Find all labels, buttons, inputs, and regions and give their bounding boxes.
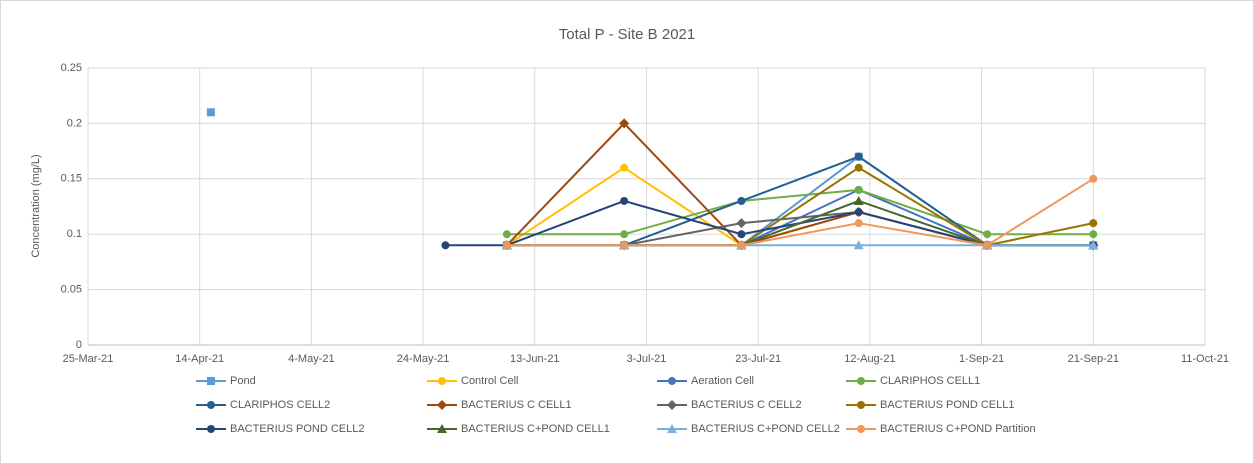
data-point bbox=[854, 185, 863, 194]
data-point bbox=[1089, 219, 1098, 228]
legend-marker bbox=[207, 425, 215, 433]
data-point bbox=[1088, 240, 1099, 250]
data-point bbox=[737, 196, 746, 205]
x-tick-label: 24-May-21 bbox=[397, 353, 450, 365]
data-point bbox=[983, 230, 992, 239]
y-axis-label: Concentration (mg/L) bbox=[30, 154, 42, 257]
data-point bbox=[620, 163, 629, 172]
y-tick-label: 0 bbox=[76, 339, 82, 351]
legend-marker bbox=[437, 424, 447, 433]
x-tick-label: 23-Jul-21 bbox=[735, 353, 781, 365]
y-tick-label: 0.25 bbox=[61, 62, 82, 74]
legend-label: Pond bbox=[230, 375, 256, 387]
x-tick-label: 11-Oct-21 bbox=[1181, 353, 1229, 365]
legend-label: CLARIPHOS CELL1 bbox=[880, 375, 980, 387]
data-point bbox=[854, 219, 863, 228]
y-tick-label: 0.1 bbox=[67, 228, 82, 240]
data-point bbox=[619, 118, 630, 129]
data-point bbox=[620, 230, 629, 239]
legend-marker bbox=[207, 377, 215, 385]
data-point bbox=[854, 208, 863, 217]
data-point bbox=[1089, 174, 1098, 183]
data-point bbox=[206, 108, 215, 117]
x-tick-label: 25-Mar-21 bbox=[63, 353, 114, 365]
data-point bbox=[853, 240, 864, 250]
legend-marker bbox=[207, 401, 215, 409]
y-tick-label: 0.2 bbox=[67, 117, 82, 129]
legend-marker bbox=[667, 424, 677, 433]
legend-marker bbox=[667, 400, 677, 410]
legend-label: BACTERIUS C+POND CELL2 bbox=[691, 423, 840, 435]
legend-marker bbox=[437, 400, 447, 410]
data-point bbox=[737, 241, 746, 250]
data-point bbox=[502, 241, 511, 250]
legend-label: Control Cell bbox=[461, 375, 518, 387]
legend-marker bbox=[857, 425, 865, 433]
y-tick-label: 0.05 bbox=[61, 284, 82, 296]
legend-marker bbox=[668, 377, 676, 385]
legend-label: BACTERIUS C+POND CELL1 bbox=[461, 423, 610, 435]
x-tick-label: 3-Jul-21 bbox=[627, 353, 667, 365]
legend-label: BACTERIUS C CELL2 bbox=[691, 399, 802, 411]
data-point bbox=[1089, 230, 1098, 239]
chart-title: Total P - Site B 2021 bbox=[559, 26, 695, 43]
data-point bbox=[737, 230, 746, 239]
x-tick-label: 14-Apr-21 bbox=[175, 353, 224, 365]
data-point bbox=[441, 241, 450, 250]
data-point bbox=[620, 196, 629, 205]
legend-label: BACTERIUS C+POND Partition bbox=[880, 423, 1036, 435]
legend-marker bbox=[857, 377, 865, 385]
data-point bbox=[853, 195, 864, 205]
x-tick-label: 1-Sep-21 bbox=[959, 353, 1004, 365]
data-point bbox=[736, 218, 747, 229]
x-tick-label: 12-Aug-21 bbox=[844, 353, 895, 365]
series-line bbox=[506, 177, 1094, 247]
legend-marker bbox=[857, 401, 865, 409]
data-point bbox=[983, 241, 992, 250]
data-point bbox=[502, 230, 511, 239]
legend-label: BACTERIUS C CELL1 bbox=[461, 399, 572, 411]
legend-label: BACTERIUS POND CELL1 bbox=[880, 399, 1014, 411]
y-tick-label: 0.15 bbox=[61, 173, 82, 185]
legend-label: BACTERIUS POND CELL2 bbox=[230, 423, 364, 435]
legend-label: CLARIPHOS CELL2 bbox=[230, 399, 330, 411]
x-tick-label: 13-Jun-21 bbox=[510, 353, 560, 365]
x-tick-label: 4-May-21 bbox=[288, 353, 334, 365]
x-tick-label: 21-Sep-21 bbox=[1068, 353, 1119, 365]
legend-label: Aeration Cell bbox=[691, 375, 754, 387]
data-point bbox=[854, 152, 863, 161]
data-point bbox=[620, 241, 629, 250]
legend-marker bbox=[438, 377, 446, 385]
data-point bbox=[854, 163, 863, 172]
